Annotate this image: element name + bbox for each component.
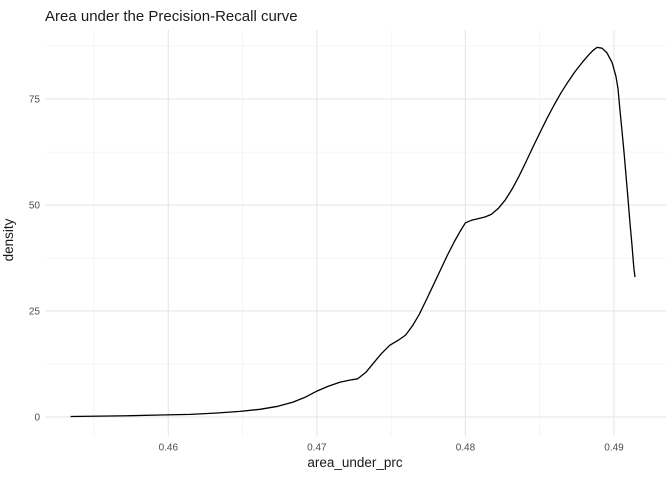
x-tick-label: 0.46 <box>159 443 179 454</box>
x-tick-label: 0.49 <box>604 443 624 454</box>
y-axis-tick-labels: 0 25 50 75 <box>29 95 41 424</box>
y-tick-label: 0 <box>34 412 40 423</box>
x-axis-title: area_under_prc <box>307 455 403 470</box>
y-tick-label: 50 <box>29 201 41 212</box>
plot-title: Area under the Precision-Recall curve <box>45 8 298 25</box>
x-axis-tick-labels: 0.46 0.47 0.48 0.49 <box>159 443 625 454</box>
y-axis-title: density <box>1 218 16 261</box>
y-tick-label: 25 <box>29 306 41 317</box>
x-tick-label: 0.47 <box>307 443 327 454</box>
gridlines-minor <box>45 30 666 436</box>
x-tick-label: 0.48 <box>456 443 476 454</box>
gridlines-major <box>45 30 666 436</box>
density-curve <box>70 46 636 418</box>
y-tick-label: 75 <box>29 95 41 106</box>
